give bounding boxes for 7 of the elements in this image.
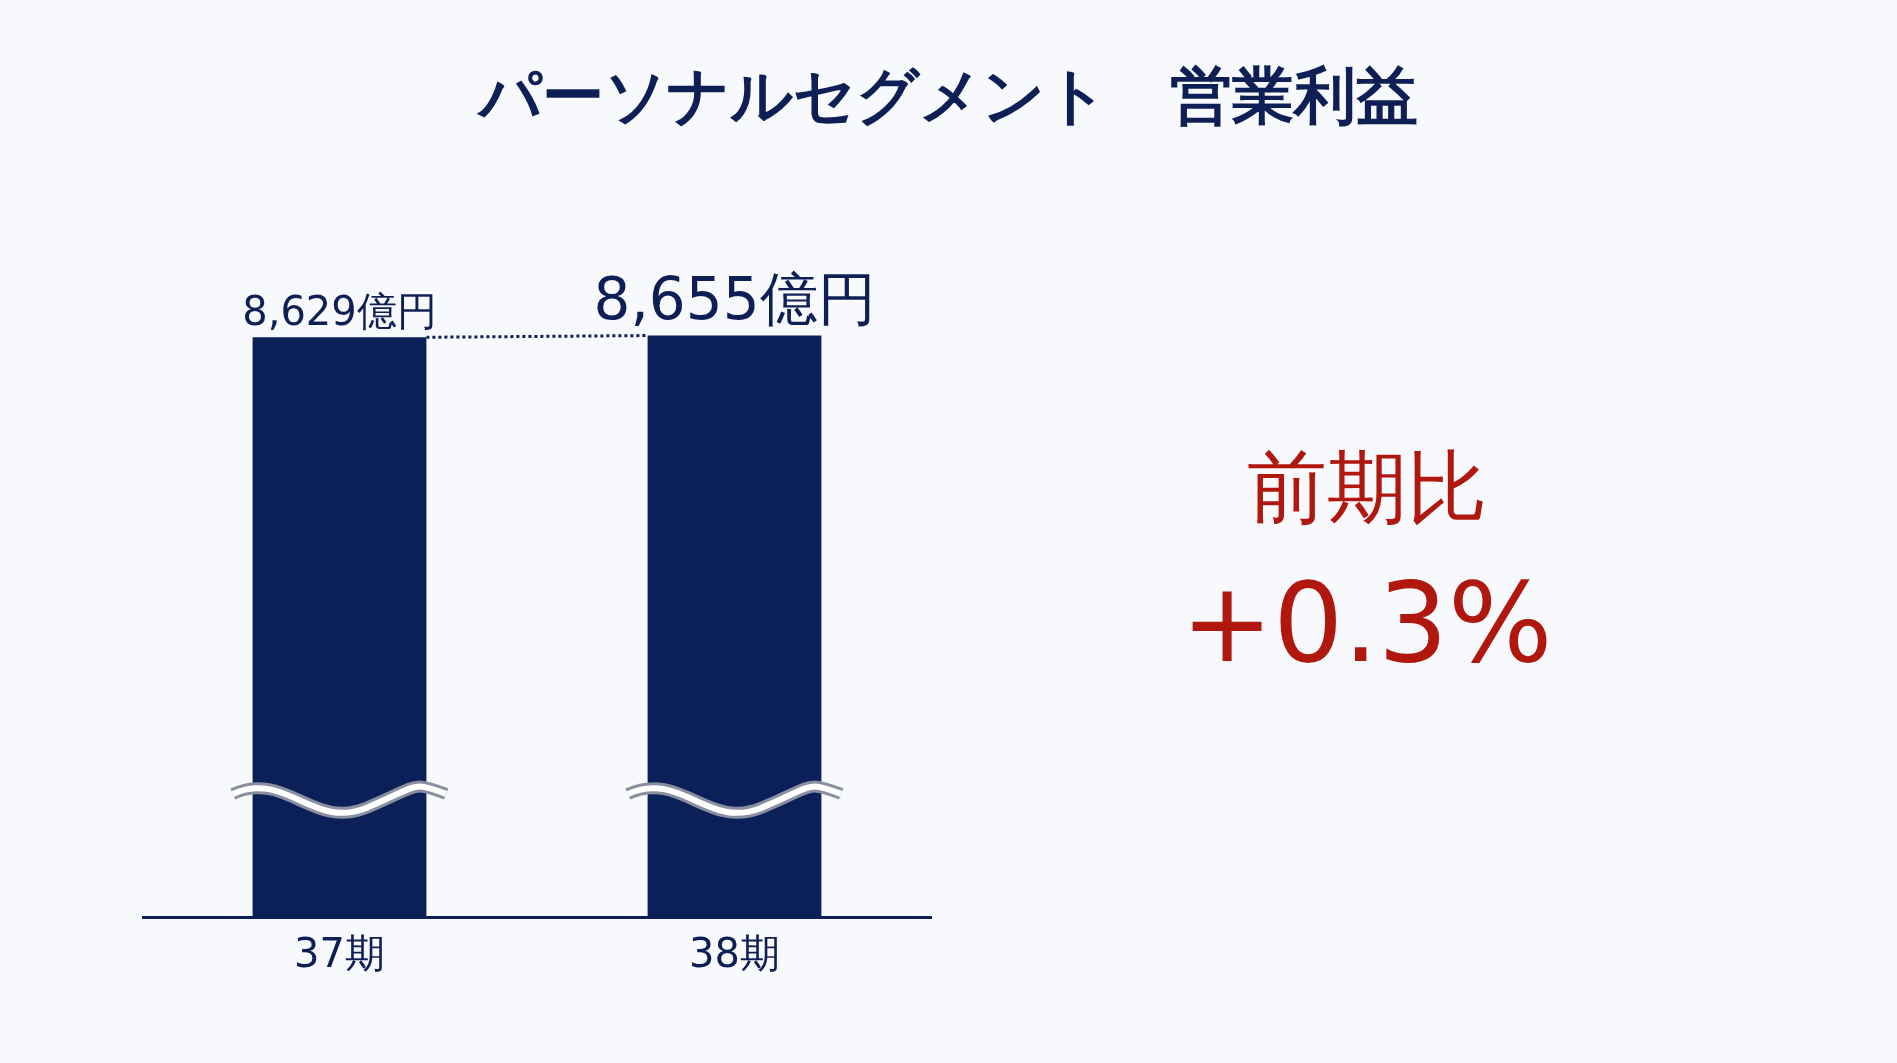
- text: 前期比: [1247, 441, 1487, 534]
- data-label: 8,629億円: [242, 288, 437, 335]
- data-label: 8,655億円: [593, 264, 876, 333]
- chart-title: パーソナルセグメント 営業利益: [476, 59, 1418, 133]
- x-tick-label: 37期: [294, 930, 385, 976]
- x-tick-label: 38期: [689, 930, 780, 976]
- text: +0.3%: [1181, 559, 1553, 687]
